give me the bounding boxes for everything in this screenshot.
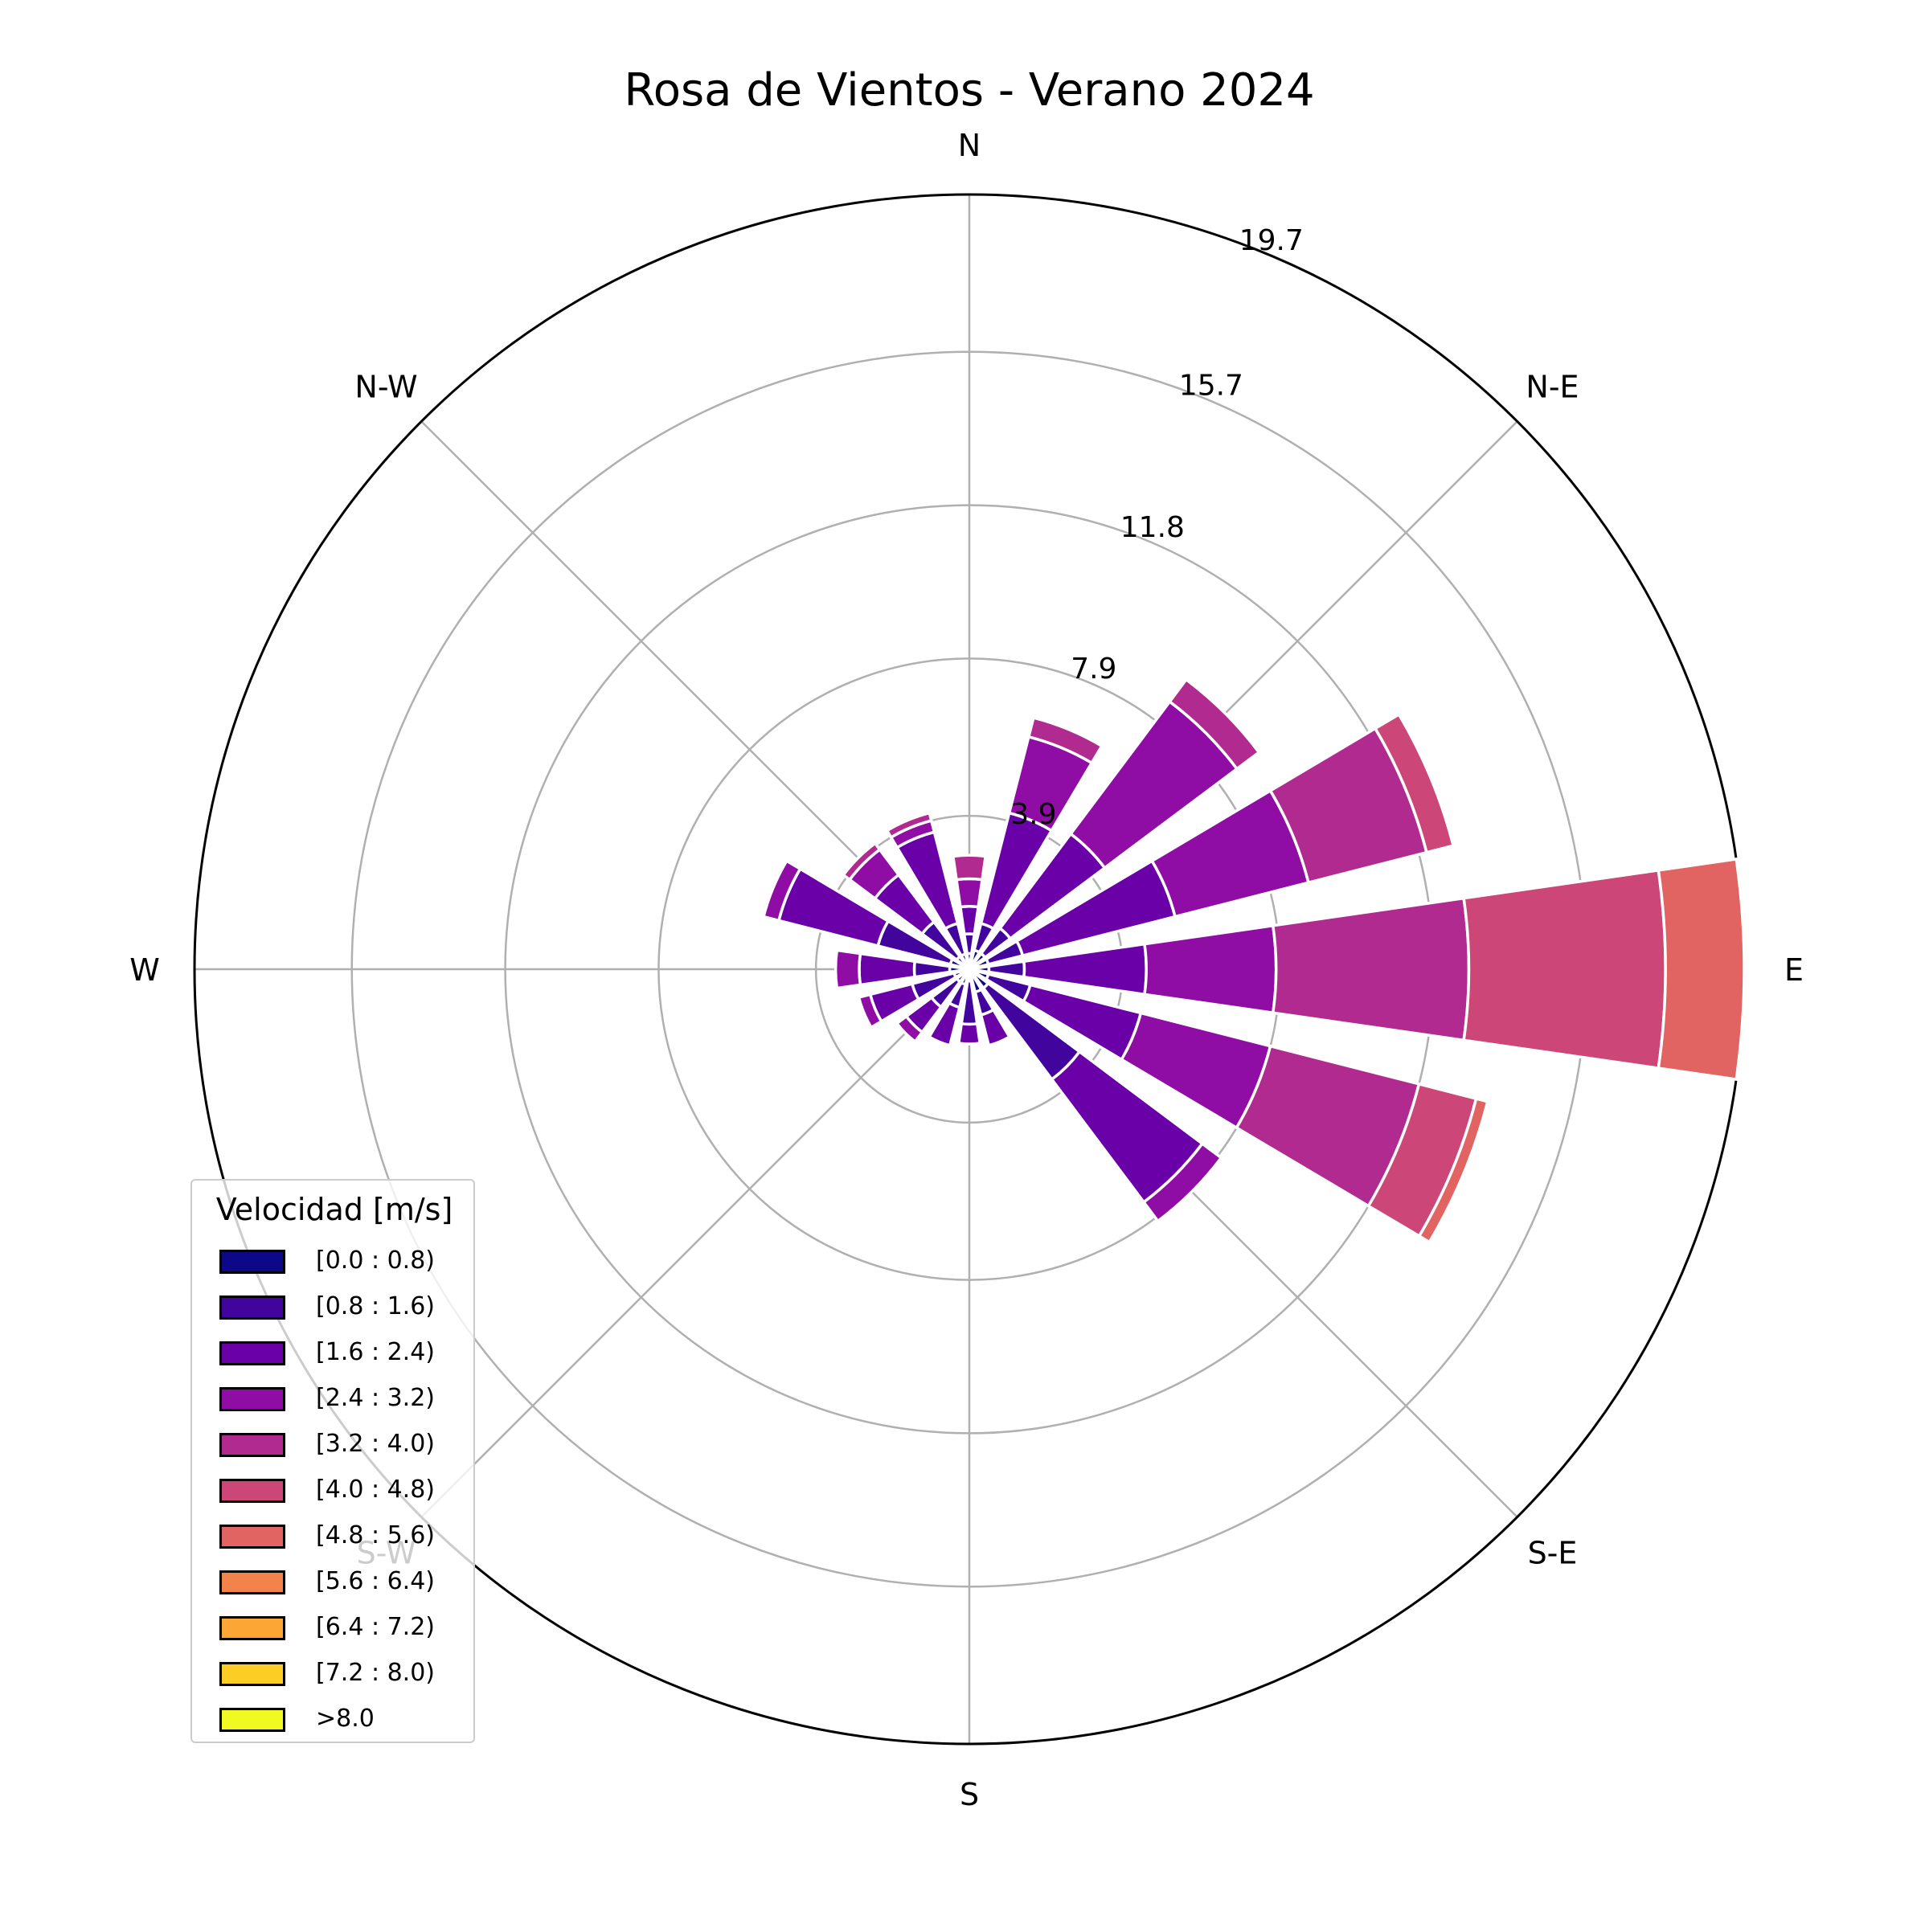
chart-title: Rosa de Vientos - Verano 2024	[624, 64, 1314, 117]
legend-label: >8.0	[316, 1705, 375, 1733]
legend-swatch	[219, 1525, 285, 1549]
legend-label: [2.4 : 3.2)	[316, 1384, 436, 1412]
direction-label-n-e: N-E	[1526, 370, 1579, 405]
direction-label-n-w: N-W	[354, 370, 417, 405]
bar-segment-45-bin-4	[1167, 677, 1261, 772]
bar-segment-90-bin-4	[1271, 896, 1471, 1042]
legend-swatch	[219, 1433, 285, 1457]
legend-label: [0.8 : 1.6)	[316, 1292, 436, 1320]
legend-label: [3.2 : 4.0)	[316, 1430, 436, 1458]
legend-swatch	[219, 1341, 285, 1365]
radial-tick-label: 19.7	[1239, 224, 1304, 257]
bar-segment-247.5-bin-3	[857, 993, 883, 1029]
legend-swatch	[219, 1296, 285, 1320]
bar-segment-0-bin-4	[951, 853, 988, 882]
labels-layer: NN-EES-ESS-WWN-W3.97.911.815.719.7	[129, 128, 1804, 1812]
bar-segment-180-bin-2	[956, 1021, 982, 1046]
radial-tick-label: 15.7	[1179, 370, 1243, 403]
legend-swatch	[219, 1708, 285, 1732]
legend-label: [0.0 : 0.8)	[316, 1246, 436, 1275]
bar-segment-90-bin-3	[1142, 923, 1278, 1015]
legend-label: [5.6 : 6.4)	[316, 1567, 436, 1595]
legend-swatch	[219, 1662, 285, 1686]
radial-tick-label: 11.8	[1120, 511, 1185, 544]
legend-label: [4.8 : 5.6)	[316, 1521, 436, 1549]
direction-label-s-e: S-E	[1528, 1535, 1578, 1570]
legend-swatch	[219, 1616, 285, 1640]
bar-segment-225-bin-3	[895, 1014, 924, 1044]
direction-label-s: S	[960, 1777, 979, 1812]
direction-label-w: W	[129, 952, 160, 988]
legend-label: [7.2 : 8.0)	[316, 1659, 436, 1687]
bar-segment-112.5-bin-6	[1417, 1096, 1489, 1244]
bar-segment-0-bin-2	[958, 904, 981, 936]
legend-label: [4.0 : 4.8)	[316, 1476, 436, 1504]
radial-gridline-s-w	[420, 968, 970, 1518]
bar-segment-67.5-bin-5	[1373, 712, 1456, 854]
direction-label-n: N	[958, 128, 981, 163]
bar-segment-157.5-bin-2	[979, 1008, 1012, 1047]
legend-swatch	[219, 1250, 285, 1274]
legend: Velocidad [m/s] [0.0 : 0.8) [0.8 : 1.6) [1…	[190, 1179, 475, 1743]
legend-label: [6.4 : 7.2)	[316, 1613, 436, 1641]
direction-label-e: E	[1784, 952, 1804, 988]
bar-segment-292.5-bin-3	[761, 858, 802, 923]
legend-swatch	[219, 1479, 285, 1503]
radial-tick-label: 7.9	[1071, 653, 1116, 686]
bars-layer	[761, 677, 1746, 1244]
bar-segment-270-bin-2	[858, 952, 917, 987]
bar-segment-90-bin-5	[1462, 868, 1667, 1070]
legend-swatch	[219, 1570, 285, 1594]
bar-segment-202.5-bin-2	[927, 1001, 962, 1047]
bar-segment-90-bin-6	[1657, 857, 1746, 1082]
bar-segment-270-bin-3	[833, 948, 862, 990]
bar-segment-0-bin-3	[955, 877, 984, 909]
bar-segment-315-bin-4	[841, 841, 883, 882]
radial-tick-label: 3.9	[1010, 798, 1056, 831]
bar-segment-22.5-bin-4	[1026, 715, 1104, 765]
legend-title: Velocidad [m/s]	[215, 1192, 453, 1227]
bar-segment-135-bin-3	[1141, 1141, 1223, 1223]
legend-swatch	[219, 1387, 285, 1411]
bar-segment-337.5-bin-4	[885, 811, 933, 840]
legend-label: [1.6 : 2.4)	[316, 1338, 436, 1366]
